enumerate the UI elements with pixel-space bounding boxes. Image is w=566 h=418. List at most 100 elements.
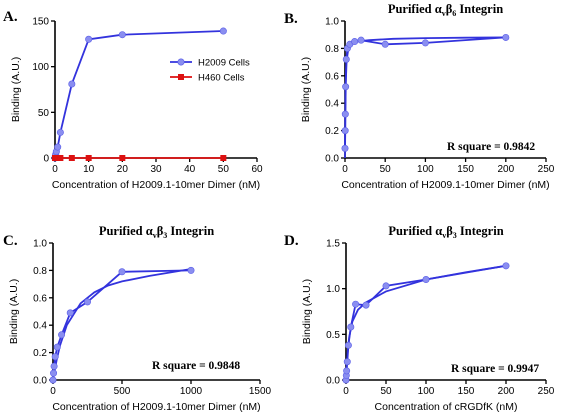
x-axis-title: Concentration of cRGDfK (nM) bbox=[375, 401, 518, 413]
title-subscript: v bbox=[442, 231, 446, 240]
y-tick-label: 0.8 bbox=[325, 44, 339, 55]
fit-curve bbox=[344, 36, 506, 159]
x-tick-label: 250 bbox=[538, 386, 555, 397]
series-data bbox=[341, 33, 510, 152]
title-part: β bbox=[446, 224, 453, 238]
data-point bbox=[342, 55, 350, 63]
y-tick-label: 1.0 bbox=[33, 239, 47, 250]
x-tick-label: 20 bbox=[117, 164, 129, 175]
data-point bbox=[50, 362, 58, 370]
series-h2009-cells bbox=[51, 27, 227, 162]
data-point bbox=[118, 31, 126, 39]
data-point bbox=[502, 33, 510, 41]
y-tick-label: 0.5 bbox=[326, 330, 340, 341]
panel-letter: D. bbox=[284, 233, 299, 249]
data-point bbox=[49, 376, 57, 384]
title-subscript: 3 bbox=[163, 231, 167, 240]
title-part: β bbox=[446, 2, 453, 16]
title-part: Integrin bbox=[456, 2, 503, 16]
data-point bbox=[421, 39, 429, 47]
r-square-annotation: R square = 0.9947 bbox=[451, 363, 539, 375]
r-square-annotation: R square = 0.9848 bbox=[152, 360, 240, 372]
title-part: Purified α bbox=[388, 224, 442, 238]
y-tick-label: 0.6 bbox=[325, 71, 339, 82]
x-tick-label: 100 bbox=[417, 164, 434, 175]
y-tick-label: 0.2 bbox=[33, 348, 47, 359]
x-tick-label: 500 bbox=[114, 386, 131, 397]
title-part: Purified α bbox=[99, 224, 153, 238]
y-tick-label: 1.0 bbox=[326, 284, 340, 295]
data-point bbox=[85, 155, 92, 161]
y-tick-label: 0.8 bbox=[33, 266, 47, 277]
x-tick-label: 40 bbox=[184, 164, 196, 175]
data-point bbox=[84, 298, 92, 306]
data-point bbox=[343, 358, 351, 366]
x-tick-label: 50 bbox=[218, 164, 230, 175]
data-point bbox=[352, 300, 360, 308]
legend-label: H460 Cells bbox=[198, 73, 245, 84]
data-point bbox=[56, 128, 64, 136]
x-tick-label: 100 bbox=[418, 386, 435, 397]
y-axis-title: Binding (A.U.) bbox=[301, 279, 313, 344]
y-tick-label: 0.0 bbox=[325, 154, 339, 165]
title-subscript: v bbox=[442, 9, 446, 18]
title-subscript: 6 bbox=[452, 9, 456, 18]
data-point bbox=[357, 36, 365, 44]
data-point bbox=[187, 266, 195, 274]
data-point bbox=[68, 80, 76, 88]
chart-panel-d: D. Purified αvβ3 Integrin 0.0 0.5 1.0 1.5 0 50 1… bbox=[284, 224, 555, 413]
legend: H2009 Cells H460 Cells bbox=[170, 58, 250, 84]
data-point bbox=[219, 27, 227, 35]
x-axis-title: Concentration of H2009.1-10mer Dimer (nM… bbox=[52, 179, 260, 191]
legend-marker bbox=[178, 74, 184, 80]
r-square-annotation: R square = 0.9842 bbox=[447, 141, 535, 153]
x-tick-label: 50 bbox=[380, 386, 392, 397]
title-part: Purified α bbox=[388, 2, 442, 16]
data-point bbox=[119, 155, 126, 161]
y-tick-label: 0.0 bbox=[33, 376, 47, 387]
chart-title: Purified αvβ3 Integrin bbox=[99, 224, 214, 240]
data-point bbox=[54, 143, 62, 151]
y-tick-label: 0.4 bbox=[325, 99, 339, 110]
data-point bbox=[53, 343, 61, 351]
x-tick-label: 1000 bbox=[180, 386, 203, 397]
series-line bbox=[54, 30, 224, 159]
title-subscript: 3 bbox=[453, 231, 457, 240]
legend-marker bbox=[177, 58, 185, 66]
data-point bbox=[342, 83, 350, 91]
data-point bbox=[85, 35, 93, 43]
panel-letter: C. bbox=[3, 233, 18, 249]
data-point bbox=[220, 155, 227, 161]
y-tick-label: 0.6 bbox=[33, 293, 47, 304]
y-axis-title: Binding (A.U.) bbox=[10, 57, 22, 122]
y-axis-title: Binding (A.U.) bbox=[300, 57, 312, 122]
y-tick-label: 1.0 bbox=[325, 17, 339, 28]
data-point bbox=[118, 268, 126, 276]
data-point bbox=[341, 144, 349, 152]
panel-letter: A. bbox=[3, 9, 18, 25]
x-tick-label: 0 bbox=[342, 164, 348, 175]
panel-letter: B. bbox=[284, 11, 298, 27]
x-axis-title: Concentration of H2009.1-10mer Dimer (nM… bbox=[341, 179, 549, 191]
x-tick-label: 50 bbox=[380, 164, 392, 175]
title-subscript: v bbox=[153, 231, 157, 240]
data-point bbox=[51, 353, 59, 361]
title-part: β bbox=[157, 224, 164, 238]
x-axis-title: Concentration of H2009.1-10mer Dimer (nM… bbox=[52, 401, 260, 413]
y-tick-label: 50 bbox=[38, 108, 50, 119]
chart-panel-b: B. Purified αvβ6 Integrin 0.0 0.2 0.4 0.6 0.8 1… bbox=[284, 2, 555, 191]
y-tick-label: 0.0 bbox=[326, 376, 340, 387]
data-point bbox=[341, 110, 349, 118]
x-tick-label: 200 bbox=[498, 386, 515, 397]
title-part: Integrin bbox=[457, 224, 504, 238]
data-point bbox=[344, 341, 352, 349]
data-point bbox=[57, 155, 64, 161]
data-point bbox=[50, 369, 58, 377]
y-tick-label: 150 bbox=[32, 17, 49, 28]
x-tick-label: 60 bbox=[251, 164, 263, 175]
data-point bbox=[381, 40, 389, 48]
chart-title: Purified αvβ6 Integrin bbox=[388, 2, 503, 18]
data-point bbox=[68, 155, 75, 161]
series-line bbox=[344, 36, 506, 149]
